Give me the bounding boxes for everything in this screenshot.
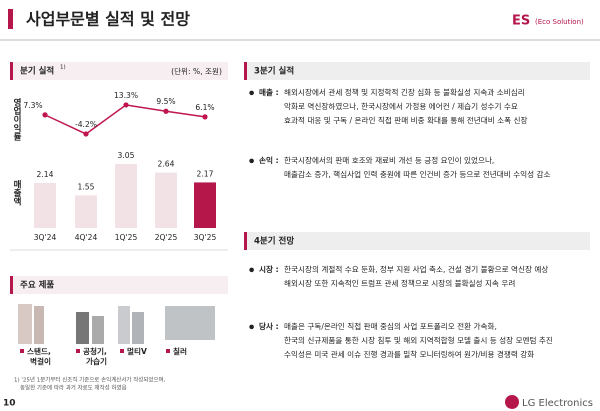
product-image (18, 304, 32, 344)
bar (115, 163, 137, 228)
line-marker (42, 112, 48, 118)
section-accent (244, 232, 247, 250)
item-text: 매출감소 증가, 핵심사업 인력 충원에 따른 인건비 증가 등으로 전년대비 … (284, 169, 551, 179)
product-image (76, 312, 89, 344)
chart-title: 분기 실적 (20, 66, 54, 77)
product-label: 가습기 (86, 356, 107, 366)
product-label: 벽걸이 (30, 356, 51, 366)
page-number: 10 (3, 399, 16, 409)
slide-title: 사업부문별 실적 및 전망 (26, 10, 190, 29)
product-image (92, 316, 104, 344)
section-title: 4분기 전망 (254, 236, 294, 247)
division-sub: (Eco Solution) (535, 18, 584, 26)
line-label: 7.3% (23, 101, 42, 110)
product-image (34, 306, 44, 344)
item-text: 해외시장 또한 지속적인 트럼프 관세 정책으로 시장의 불확실성 지속 우려 (284, 278, 515, 288)
item-text: 해외시장에서 관세 정책 및 지정학적 긴장 심화 등 불확실성 지속과 소비심… (284, 87, 525, 97)
line-label: 13.3% (114, 91, 138, 100)
logo: LG Electronics (522, 398, 593, 409)
bullet (166, 349, 170, 353)
item-text: 한국시장에서의 판매 호조와 재료비 개선 등 긍정 요인이 있었으나, (284, 155, 494, 165)
line-label: -4.2% (75, 120, 97, 129)
section-accent (244, 62, 247, 80)
item-text: 악화로 역신장하였으나, 한국시장에서 가정용 에어컨 / 제습기 성수기 수요 (284, 101, 518, 111)
footnote: 1) '25년 1분기부터 신조직 기준으로 손익계산서가 작성되었으며, (14, 376, 166, 384)
x-tick-label: 4Q'24 (75, 233, 98, 242)
bar-label: 1.55 (78, 182, 95, 191)
division: ES (512, 14, 530, 29)
bar-label: 2.64 (158, 160, 175, 169)
line-marker (123, 102, 129, 108)
product-label: 멀티V (127, 346, 147, 356)
product-label: 공청기, (83, 346, 107, 356)
item-label: 매출 : (259, 87, 279, 97)
x-tick-label: 1Q'25 (115, 233, 138, 242)
bar (75, 195, 97, 228)
products-header-accent (10, 276, 13, 294)
item-label: 손익 : (259, 155, 279, 165)
footnote: 동일한 기준에 따라 과거 자료도 재작성 하였음 (20, 384, 127, 392)
product-image (165, 306, 215, 340)
title-accent (8, 9, 13, 29)
product-image (132, 312, 144, 344)
product-image (118, 306, 130, 344)
x-tick-label: 3Q'25 (194, 233, 217, 242)
bullet (76, 349, 80, 353)
logo-mark (505, 395, 519, 409)
bar-label: 2.14 (37, 170, 54, 179)
line-marker (202, 114, 208, 120)
product-label: 스탠드, (27, 346, 51, 356)
products-header (10, 276, 228, 294)
bar-label: 2.17 (197, 169, 214, 178)
chart-header (10, 62, 228, 80)
bullet: ● (249, 158, 254, 165)
series-label: 영업이익률 (12, 97, 22, 141)
x-tick-label: 3Q'24 (34, 233, 57, 242)
bullet: ● (249, 90, 254, 97)
line-marker (83, 131, 89, 137)
product-label: 칠러 (173, 346, 187, 356)
bar (34, 183, 56, 228)
bullet (120, 349, 124, 353)
series-label: 매출액 (12, 179, 22, 206)
item-text: 효과적 대응 및 구독 / 온라인 직접 판매 비중 확대를 통해 전년대비 소… (284, 115, 528, 125)
bullet: ● (249, 267, 254, 274)
chart-unit: (단위: %, 조원) (171, 66, 222, 76)
bar (155, 172, 177, 228)
item-label: 당사 : (259, 321, 279, 331)
product-images (18, 304, 215, 344)
line-label: 6.1% (195, 103, 214, 112)
bullet: ● (249, 324, 254, 331)
section-title: 3분기 실적 (254, 66, 294, 77)
item-text: 수익성은 미국 관세 이슈 진행 경과를 밀착 모니터링하여 원가/비용 경쟁력… (284, 349, 534, 359)
products-title: 주요 제품 (20, 280, 54, 291)
x-tick-label: 2Q'25 (155, 233, 178, 242)
chart-header-accent (10, 62, 13, 80)
item-text: 매출은 구독/온라인 직접 판매 중심의 사업 포트폴리오 전환 가속화, (284, 321, 497, 331)
section-header (244, 62, 590, 80)
item-text: 한국의 신규제품을 통한 시장 침투 및 해외 지역적합형 모델 출시 등 성장… (284, 335, 553, 345)
line-marker (163, 108, 169, 114)
line-label: 9.5% (156, 97, 175, 106)
item-label: 시장 : (259, 264, 279, 274)
bar (194, 182, 216, 228)
bullet (20, 349, 24, 353)
bar-label: 3.05 (118, 151, 135, 160)
line (44, 104, 206, 135)
item-text: 한국시장의 계절적 수요 둔화, 정부 지원 사업 축소, 건설 경기 불황으로… (284, 264, 548, 274)
section-header (244, 232, 590, 250)
chart-title-note: 1) (60, 65, 66, 71)
